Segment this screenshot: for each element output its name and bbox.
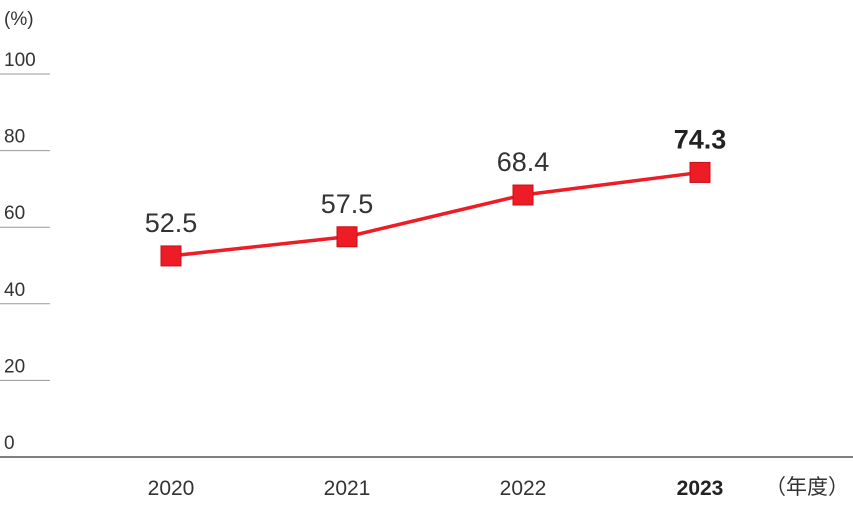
y-tick-label: 100 — [4, 50, 36, 71]
y-axis-ticks: 0 20 40 60 80 100 — [0, 50, 50, 454]
data-label: 68.4 — [497, 147, 550, 177]
data-point-marker — [160, 245, 182, 267]
series-group: 52.5 57.5 68.4 74.3 — [145, 124, 727, 267]
y-tick-label: 60 — [4, 203, 25, 224]
y-axis-unit: (%) — [4, 9, 34, 30]
x-axis-unit: （年度） — [765, 476, 849, 499]
data-point-marker — [689, 161, 711, 183]
data-label: 74.3 — [674, 124, 727, 154]
data-label: 52.5 — [145, 208, 198, 238]
y-tick-label: 0 — [4, 433, 15, 454]
data-label: 57.5 — [321, 189, 374, 219]
series-line — [170, 170, 701, 258]
y-tick-label: 40 — [4, 280, 25, 301]
data-point-marker — [512, 184, 534, 206]
x-tick-label: 2023 — [677, 477, 724, 500]
x-tick-label: 2022 — [500, 477, 547, 500]
y-tick-label: 20 — [4, 356, 25, 377]
y-tick-label: 80 — [4, 127, 25, 148]
x-axis-labels: 2020 2021 2022 2023 — [148, 477, 724, 500]
x-tick-label: 2020 — [148, 477, 195, 500]
x-tick-label: 2021 — [324, 477, 371, 500]
data-point-marker — [336, 226, 358, 248]
